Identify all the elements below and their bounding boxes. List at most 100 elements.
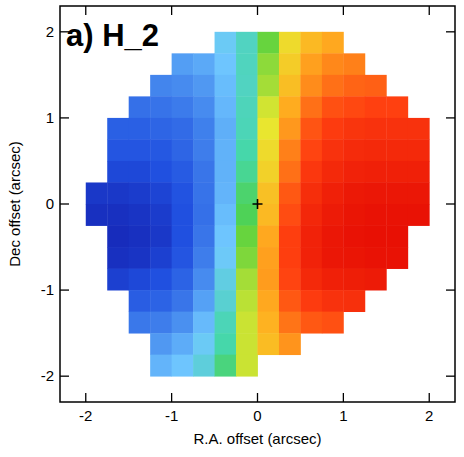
cell — [343, 290, 365, 312]
cell — [172, 161, 194, 183]
cell — [408, 161, 430, 183]
cell — [215, 312, 237, 334]
cell — [343, 247, 365, 269]
cell — [129, 139, 151, 161]
cell — [258, 182, 280, 204]
cells — [86, 32, 430, 377]
y-tick-right — [446, 289, 455, 290]
cell — [279, 96, 301, 118]
y-tick-right — [446, 376, 455, 377]
cell — [300, 312, 322, 334]
cell — [193, 247, 215, 269]
cell — [236, 75, 258, 97]
cell — [343, 75, 365, 97]
cell — [322, 269, 344, 291]
cell — [258, 226, 280, 248]
cell — [300, 269, 322, 291]
cell — [279, 312, 301, 334]
cell — [193, 290, 215, 312]
cell — [300, 247, 322, 269]
cell — [322, 182, 344, 204]
x-tick — [257, 393, 258, 402]
cell — [236, 290, 258, 312]
cell — [215, 32, 237, 54]
cell — [193, 96, 215, 118]
cell — [172, 333, 194, 355]
cell — [300, 226, 322, 248]
cell — [129, 96, 151, 118]
cell — [300, 139, 322, 161]
cell — [107, 182, 129, 204]
cell — [343, 204, 365, 226]
cell — [386, 182, 408, 204]
cell — [193, 269, 215, 291]
cell — [236, 118, 258, 140]
cell — [129, 182, 151, 204]
cell — [322, 290, 344, 312]
cell — [150, 290, 172, 312]
cell — [386, 204, 408, 226]
cell — [386, 118, 408, 140]
cell — [300, 118, 322, 140]
cell — [215, 355, 237, 377]
cell — [129, 269, 151, 291]
x-tick-top — [429, 6, 430, 15]
y-tick-label: 2 — [46, 23, 54, 40]
cell — [129, 161, 151, 183]
x-tick-label: 1 — [339, 407, 347, 424]
cell — [172, 247, 194, 269]
cell — [258, 118, 280, 140]
cell — [343, 53, 365, 75]
cell — [150, 182, 172, 204]
cell — [365, 118, 387, 140]
cell — [172, 182, 194, 204]
cell — [150, 355, 172, 377]
cell — [408, 182, 430, 204]
cell — [279, 182, 301, 204]
cell — [129, 204, 151, 226]
cell — [343, 139, 365, 161]
cell — [258, 32, 280, 54]
cell — [258, 290, 280, 312]
cell — [279, 32, 301, 54]
cell — [193, 161, 215, 183]
cell — [129, 247, 151, 269]
cell — [300, 290, 322, 312]
cell — [215, 204, 237, 226]
center-marker — [253, 199, 263, 209]
x-tick-label: 2 — [425, 407, 433, 424]
x-tick-top — [171, 6, 172, 15]
x-axis-title: R.A. offset (arcsec) — [193, 430, 321, 447]
cell — [193, 312, 215, 334]
cell — [129, 226, 151, 248]
cell — [300, 53, 322, 75]
cell — [279, 333, 301, 355]
cell — [279, 75, 301, 97]
cell — [258, 333, 280, 355]
cell — [193, 75, 215, 97]
cell — [279, 118, 301, 140]
cell — [258, 96, 280, 118]
cell — [150, 204, 172, 226]
cell — [279, 161, 301, 183]
y-axis-title: Dec offset (arcsec) — [6, 141, 23, 267]
cell — [258, 75, 280, 97]
cell — [107, 139, 129, 161]
y-tick — [60, 289, 69, 290]
cell — [86, 182, 108, 204]
cell — [236, 312, 258, 334]
cell — [322, 118, 344, 140]
cell — [236, 355, 258, 377]
cell — [279, 247, 301, 269]
cell — [215, 269, 237, 291]
cell — [365, 182, 387, 204]
cell — [172, 312, 194, 334]
cell — [215, 118, 237, 140]
cell — [386, 247, 408, 269]
cell — [150, 139, 172, 161]
cell — [236, 269, 258, 291]
cell — [193, 53, 215, 75]
x-tick-label: -2 — [79, 407, 92, 424]
cell — [107, 204, 129, 226]
y-tick-right — [446, 203, 455, 204]
